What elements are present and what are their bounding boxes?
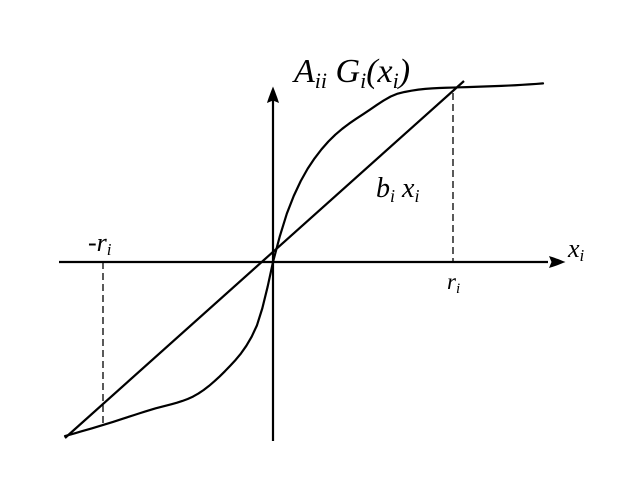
svg-text:Aii Gi(xi): Aii Gi(xi) <box>292 53 410 93</box>
svg-text:bi xi: bi xi <box>376 173 419 206</box>
